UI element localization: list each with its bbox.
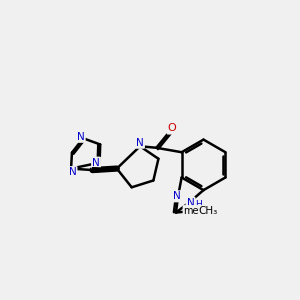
Text: O: O	[168, 124, 176, 134]
Text: H: H	[195, 200, 202, 208]
Text: N: N	[69, 167, 76, 177]
Text: methyl: methyl	[184, 206, 218, 216]
Text: N: N	[187, 198, 194, 208]
Text: N: N	[92, 158, 100, 168]
Text: N: N	[77, 132, 85, 142]
Text: CH₃: CH₃	[199, 206, 218, 216]
Text: N: N	[173, 191, 180, 201]
Text: N: N	[136, 138, 144, 148]
Polygon shape	[92, 168, 117, 172]
